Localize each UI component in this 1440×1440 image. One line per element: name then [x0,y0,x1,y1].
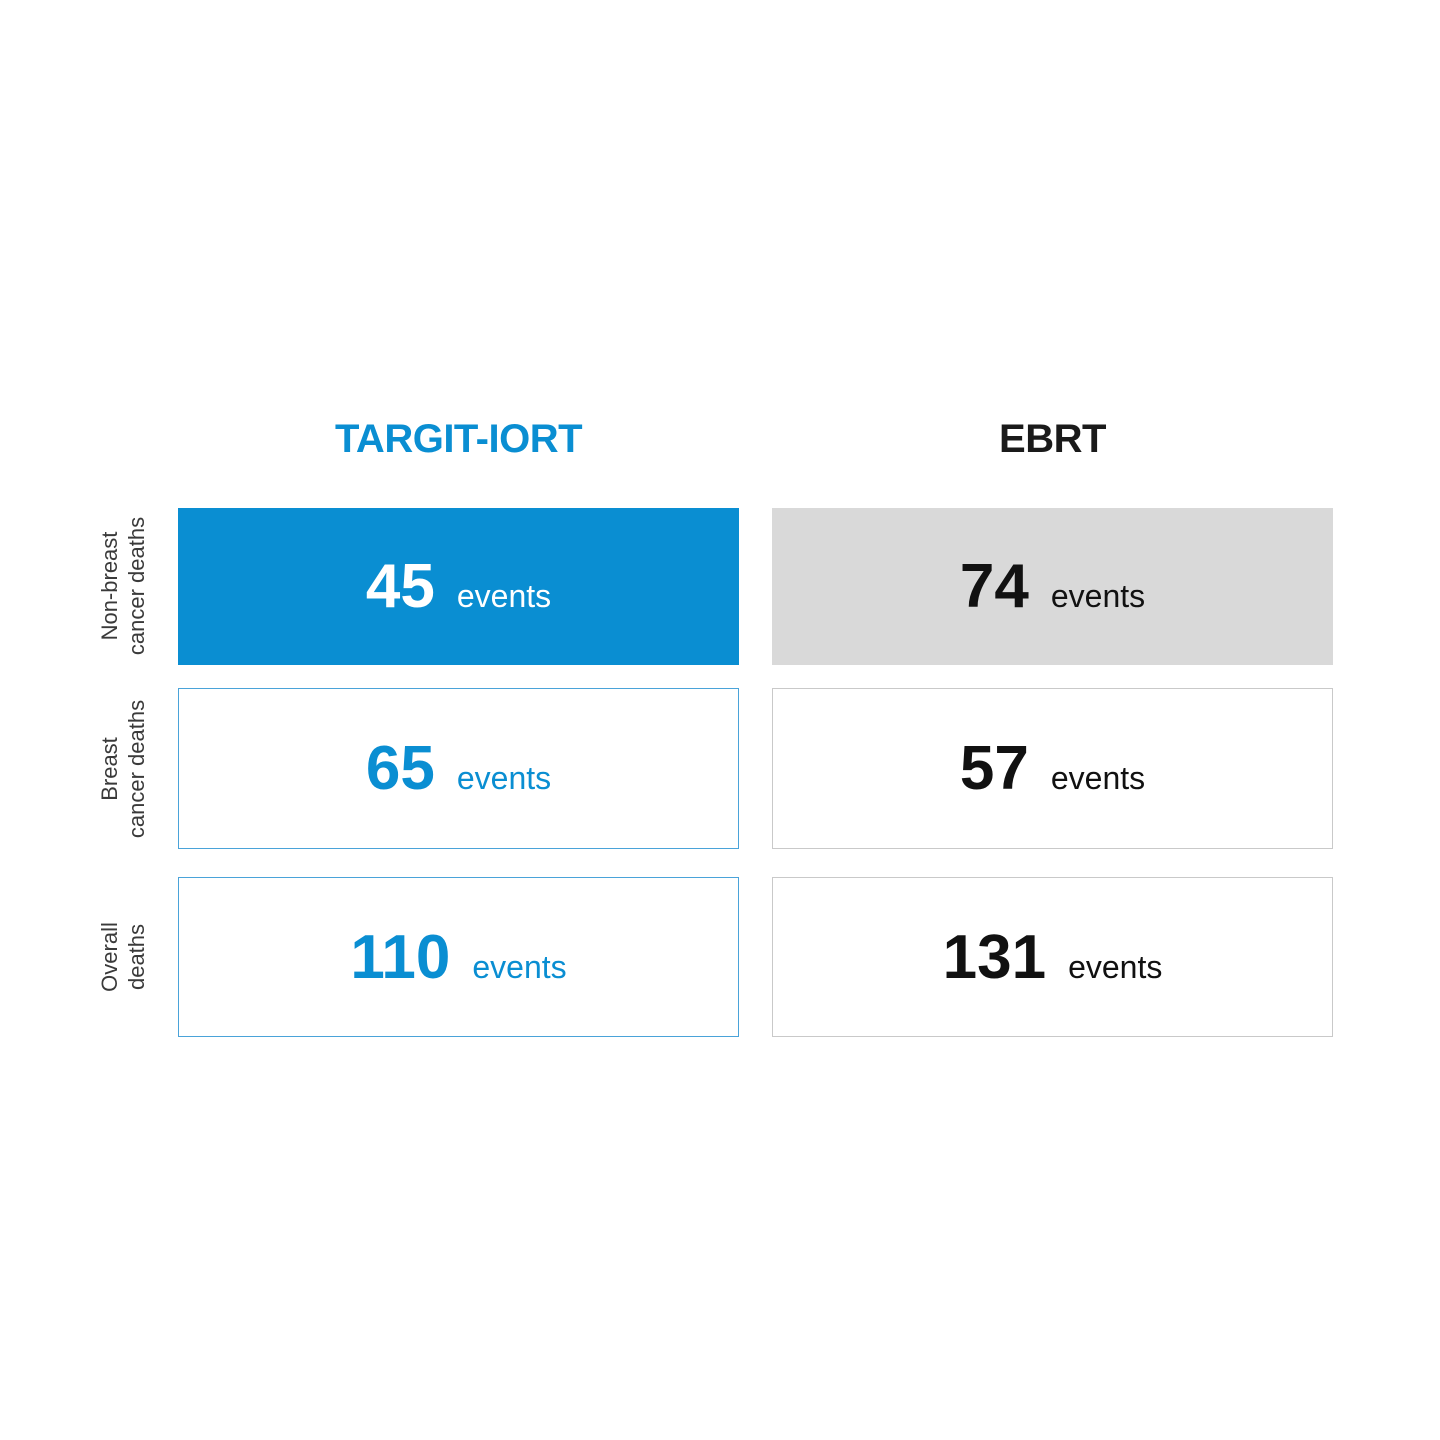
row-label-overall-deaths: Overall deaths [96,847,154,1067]
cell-targit-non-breast-deaths: 45 events [178,508,739,665]
value-group: 110 events [350,922,566,993]
value-group: 74 events [960,551,1145,622]
event-unit: events [456,760,552,796]
event-unit: events [1050,578,1146,614]
event-unit: events [1050,760,1146,796]
event-count: 110 [350,922,451,992]
value-group: 65 events [366,733,551,804]
event-unit: events [472,948,567,985]
event-count: 45 [365,552,435,621]
event-count: 131 [942,922,1047,992]
row-label-line: deaths [124,923,149,991]
event-count: 57 [959,734,1029,803]
cell-ebrt-non-breast-deaths: 74 events [772,508,1333,665]
cell-ebrt-breast-deaths: 57 events [772,688,1333,849]
value-group: 131 events [943,922,1163,993]
column-header-ebrt: EBRT [999,417,1106,461]
event-unit: events [1068,948,1163,985]
event-unit: events [456,578,552,614]
value-group: 57 events [960,733,1145,804]
cell-targit-overall-deaths: 110 events [178,877,739,1037]
cell-ebrt-overall-deaths: 131 events [772,877,1333,1037]
event-count: 65 [365,734,435,803]
row-label-line: Breast [97,737,122,801]
cell-targit-breast-deaths: 65 events [178,688,739,849]
row-label-breast-cancer-deaths: Breast cancer deaths [96,659,154,879]
row-label-line: Overall [97,922,122,992]
event-count: 74 [959,552,1029,621]
column-header-targit-iort: TARGIT-IORT [334,417,583,461]
value-group: 45 events [366,551,551,622]
row-label-line: cancer deaths [124,699,149,839]
